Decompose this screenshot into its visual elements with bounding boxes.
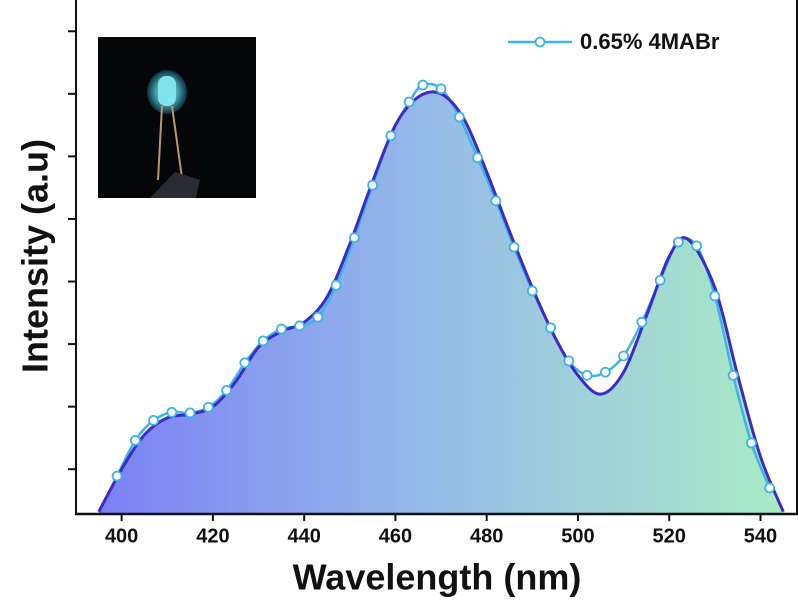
x-tick-label: 420 bbox=[196, 525, 229, 547]
marker bbox=[672, 236, 684, 248]
marker bbox=[618, 350, 629, 362]
marker bbox=[508, 241, 520, 253]
marker bbox=[111, 470, 123, 482]
marker bbox=[417, 79, 429, 91]
legend-marker bbox=[534, 36, 546, 48]
marker bbox=[599, 366, 611, 378]
led-body bbox=[158, 76, 176, 106]
marker bbox=[636, 316, 648, 328]
marker bbox=[166, 406, 178, 418]
plot-area bbox=[97, 79, 785, 513]
marker bbox=[435, 83, 447, 95]
x-tick-label: 520 bbox=[653, 525, 686, 547]
x-tick-label: 400 bbox=[105, 525, 138, 547]
marker bbox=[202, 401, 214, 413]
y-axis-label: Intensity (a.u) bbox=[15, 139, 56, 373]
marker bbox=[330, 279, 342, 291]
marker bbox=[654, 274, 666, 286]
marker bbox=[563, 355, 575, 367]
x-axis-label: Wavelength (nm) bbox=[293, 557, 582, 598]
marker bbox=[257, 335, 269, 347]
marker bbox=[275, 323, 287, 335]
marker bbox=[526, 285, 538, 297]
marker bbox=[490, 195, 502, 207]
area bbox=[98, 91, 784, 513]
marker bbox=[453, 111, 465, 123]
marker bbox=[581, 369, 593, 381]
legend-label: 0.65% 4MABr bbox=[580, 29, 720, 54]
marker bbox=[472, 152, 483, 164]
marker bbox=[545, 322, 556, 334]
inset-photo bbox=[98, 37, 256, 198]
x-tick-label: 440 bbox=[287, 525, 320, 547]
marker bbox=[312, 311, 324, 323]
marker bbox=[709, 290, 721, 302]
marker bbox=[129, 435, 141, 446]
marker bbox=[745, 437, 757, 449]
marker bbox=[385, 130, 397, 142]
led-legs bbox=[157, 105, 183, 181]
marker bbox=[184, 407, 196, 419]
x-tick-label: 500 bbox=[561, 525, 594, 547]
marker bbox=[221, 384, 232, 396]
x-tick-label: 460 bbox=[379, 525, 412, 547]
marker bbox=[691, 240, 703, 252]
marker bbox=[403, 96, 415, 108]
marker bbox=[348, 232, 360, 244]
marker bbox=[239, 357, 251, 369]
marker bbox=[294, 320, 306, 332]
marker bbox=[148, 415, 159, 426]
clip bbox=[150, 172, 200, 198]
photo-background bbox=[98, 37, 256, 198]
marker bbox=[367, 179, 379, 191]
marker bbox=[727, 369, 739, 381]
x-tick-label: 480 bbox=[470, 525, 503, 547]
marker bbox=[764, 482, 776, 494]
x-tick-label: 540 bbox=[744, 525, 777, 547]
